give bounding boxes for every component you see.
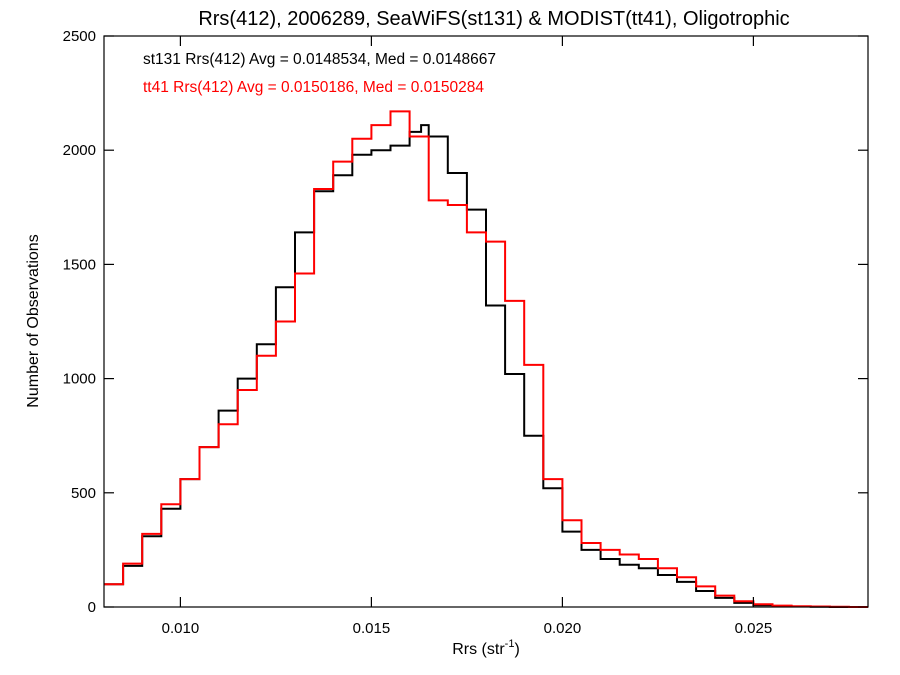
x-tick-label: 0.010	[162, 620, 200, 637]
x-tick-label: 0.015	[353, 620, 391, 637]
x-axis-title: Rrs (str-1)	[452, 638, 520, 658]
x-axis-title-close: )	[514, 641, 519, 658]
x-axis-title-superscript: -1	[505, 638, 515, 650]
y-tick-label: 1500	[63, 256, 96, 273]
x-tick-label: 0.025	[735, 620, 773, 637]
y-tick-label: 2000	[63, 142, 96, 159]
x-axis-title-main: Rrs (str	[452, 641, 505, 658]
y-tick-label: 0	[88, 599, 96, 616]
series-line-1	[104, 124, 868, 608]
ticks-layer: 0.010 0.015 0.020 0.025 0 500 1000 1500 2000 2500	[63, 28, 868, 637]
legend-entry-2: tt41 Rrs(412) Avg = 0.0150186, Med = 0.0…	[143, 79, 484, 96]
y-tick-label: 500	[71, 485, 96, 502]
x-tick-label: 0.020	[544, 620, 582, 637]
y-tick-label: 1000	[63, 371, 96, 388]
series-layer	[104, 110, 868, 608]
y-axis-title: Number of Observations	[25, 234, 42, 407]
y-tick-label: 2500	[63, 28, 96, 45]
chart-title: Rrs(412), 2006289, SeaWiFS(st131) & MODI…	[198, 8, 789, 30]
legend: st131 Rrs(412) Avg = 0.0148534, Med = 0.…	[143, 51, 496, 96]
series-line-2	[104, 110, 868, 608]
plot-frame	[103, 35, 869, 608]
legend-entry-1: st131 Rrs(412) Avg = 0.0148534, Med = 0.…	[143, 51, 496, 68]
